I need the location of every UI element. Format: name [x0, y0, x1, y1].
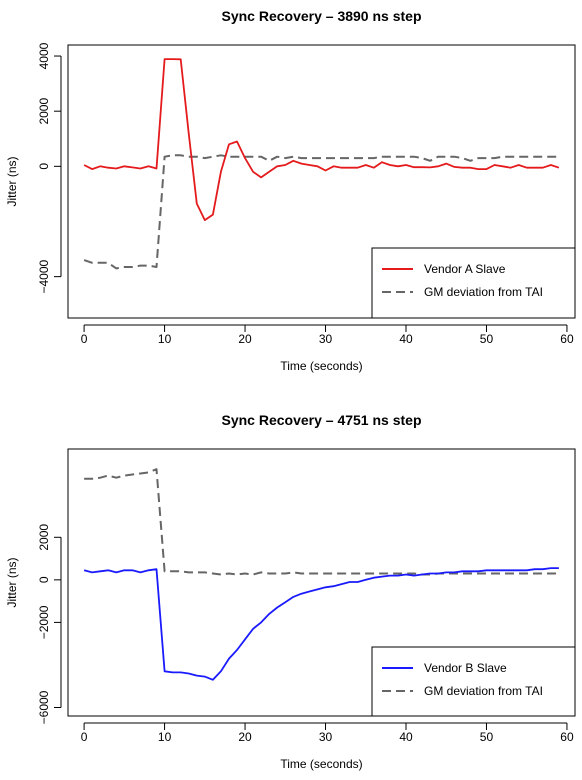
x-tick-label-60: 60 [560, 730, 574, 744]
x-axis-label: Time (seconds) [280, 359, 362, 373]
y-tick-label-2000: 2000 [37, 524, 51, 551]
series-line-slave [83, 567, 559, 681]
x-tick-label-40: 40 [399, 332, 413, 346]
y-tick-label-6000: −6000 [37, 690, 51, 724]
legend-label: Vendor A Slave [424, 262, 506, 276]
x-tick-label-40: 40 [399, 730, 413, 744]
legend-box [371, 247, 576, 319]
legend-box [371, 646, 576, 717]
chart-title: Sync Recovery – 4751 ns step [221, 412, 421, 428]
x-tick-label-20: 20 [238, 730, 252, 744]
y-tick-label-4000: −4000 [37, 259, 51, 293]
y-tick-label-0: 0 [37, 576, 51, 583]
legend-label: GM deviation from TAI [424, 285, 543, 299]
series-line-gm-deviation [83, 154, 559, 270]
x-tick-label-30: 30 [319, 730, 333, 744]
y-tick-label-2000: −2000 [37, 605, 51, 639]
x-tick-label-0: 0 [81, 332, 88, 346]
x-axis-label: Time (seconds) [280, 757, 362, 771]
x-tick-label-60: 60 [560, 332, 574, 346]
x-tick-label-50: 50 [480, 332, 494, 346]
series-line-slave [83, 58, 560, 222]
chart-panel-2: Sync Recovery – 4751 ns step 0 10 20 30 40 50 6… [5, 412, 576, 771]
y-tick-label-0: 0 [37, 163, 51, 170]
x-tick-label-10: 10 [158, 730, 172, 744]
x-tick-label-10: 10 [158, 332, 172, 346]
y-tick-label-4000: 4000 [37, 42, 51, 69]
y-axis-label: Jitter (ns) [5, 557, 19, 607]
legend-label: GM deviation from TAI [424, 684, 543, 698]
x-tick-label-0: 0 [81, 730, 88, 744]
plot-frame [67, 44, 576, 319]
chart-panel-1: Sync Recovery – 3890 ns step 0 10 20 30 40 50 6… [5, 8, 576, 373]
y-tick-label-2000: 2000 [37, 98, 51, 125]
x-tick-label-50: 50 [480, 730, 494, 744]
y-axis-label: Jitter (ns) [5, 156, 19, 206]
series-line-gm-deviation [84, 468, 559, 576]
legend-label: Vendor B Slave [424, 661, 507, 675]
chart-title: Sync Recovery – 3890 ns step [221, 8, 421, 24]
plot-frame [67, 448, 576, 717]
x-tick-label-30: 30 [319, 332, 333, 346]
x-tick-label-20: 20 [238, 332, 252, 346]
